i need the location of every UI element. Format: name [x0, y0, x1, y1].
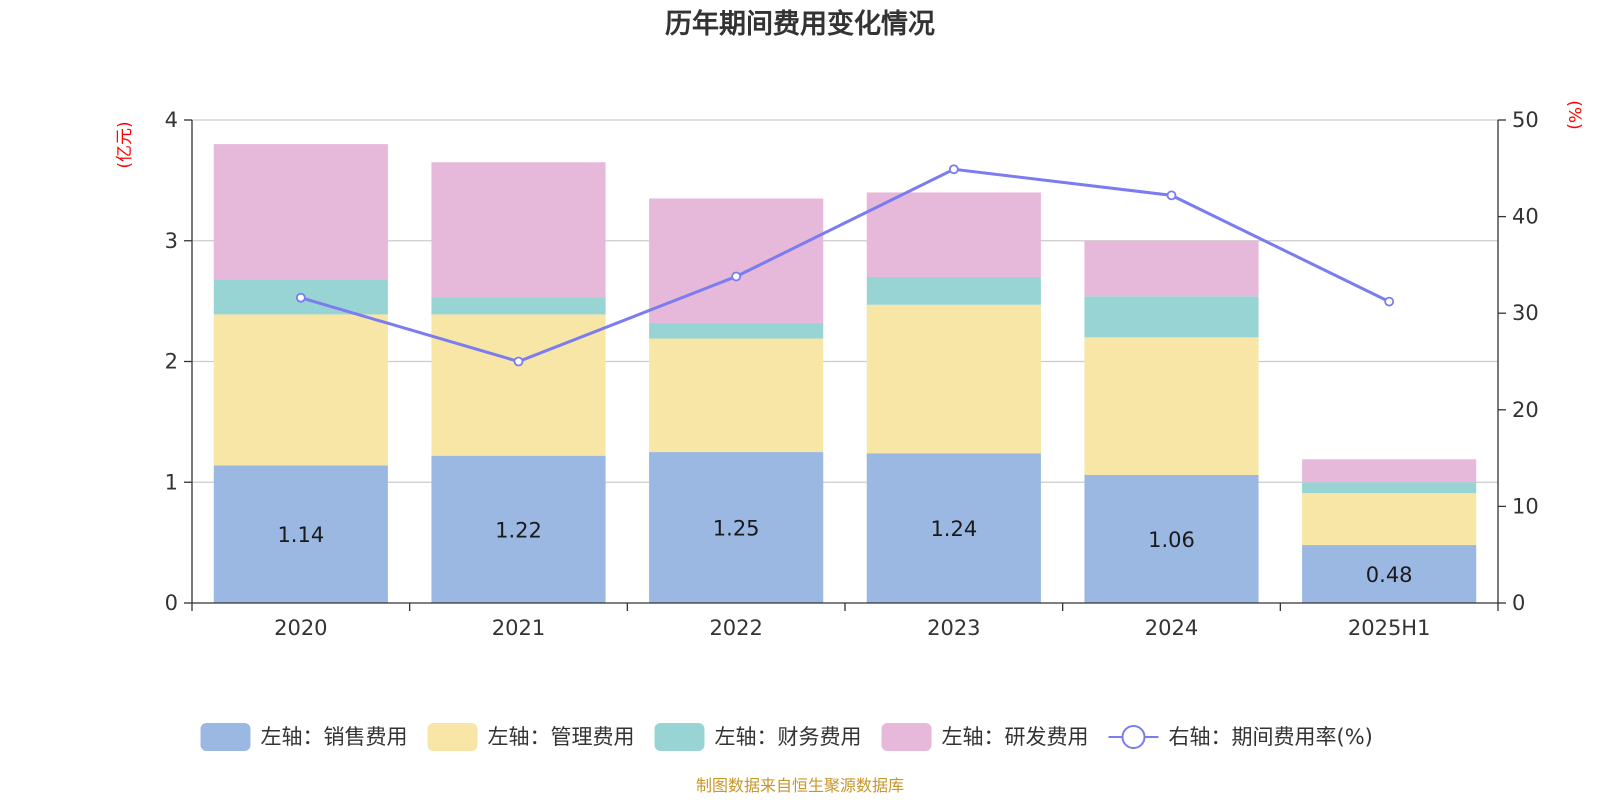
- bar-segment: [1302, 482, 1477, 494]
- bar-segment: [649, 322, 824, 339]
- legend-circle-marker: [1121, 725, 1146, 749]
- legend-label: 左轴：销售费用: [261, 725, 408, 749]
- bar-segment: [213, 144, 388, 280]
- bar-value-label: 1.14: [277, 523, 324, 547]
- bar-segment: [649, 452, 824, 603]
- bar-segment: [866, 304, 1041, 454]
- legend: 左轴：销售费用 左轴：管理费用 左轴：财务费用 左轴：研发费用 右轴：期间费用率(%): [200, 723, 1373, 751]
- bar-value-label: 1.25: [713, 517, 760, 541]
- right-tick-label: 50: [1512, 108, 1539, 132]
- right-tick-label: 10: [1512, 494, 1539, 518]
- rate-point: [948, 164, 959, 175]
- bar-segment: [1084, 240, 1259, 297]
- bar-segment: [431, 455, 606, 603]
- right-tick-label: 20: [1512, 398, 1539, 422]
- bar-segment: [866, 453, 1041, 603]
- bar-segment: [213, 465, 388, 603]
- x-tick-label: 2020: [274, 616, 327, 640]
- gridlines: [192, 119, 1498, 483]
- x-tick-label: 2024: [1145, 616, 1198, 640]
- left-tick-label: 1: [165, 470, 178, 494]
- bar-segment: [1302, 459, 1477, 483]
- right-tick-label: 40: [1512, 205, 1539, 229]
- right-tick-label: 30: [1512, 301, 1539, 325]
- bar-value-label: 1.24: [930, 517, 977, 541]
- line-series: [295, 164, 1395, 367]
- rate-point: [1166, 190, 1177, 201]
- source-note: 制图数据来自恒生聚源数据库: [696, 776, 904, 795]
- bar-segment: [649, 198, 824, 323]
- bar-series: [213, 144, 1477, 603]
- bar-segment: [213, 314, 388, 466]
- right-axis-unit: (%): [1564, 100, 1584, 129]
- legend-swatch: [654, 723, 705, 751]
- bar-segment: [649, 338, 824, 453]
- rate-point: [1384, 296, 1395, 307]
- bar-segment: [1302, 493, 1477, 546]
- x-tick-label: 2023: [927, 616, 980, 640]
- left-axis-unit: (亿元): [115, 121, 135, 168]
- legend-label: 左轴：财务费用: [715, 725, 862, 749]
- legend-label: 左轴：管理费用: [488, 725, 635, 749]
- bar-segment: [866, 192, 1041, 277]
- bar-segment: [866, 276, 1041, 305]
- bar-segment: [1084, 475, 1259, 603]
- left-tick-label: 0: [165, 591, 178, 615]
- left-tick-label: 3: [165, 229, 178, 253]
- legend-label: 左轴：研发费用: [942, 725, 1089, 749]
- x-tick-label: 2022: [709, 616, 762, 640]
- legend-swatch: [881, 723, 932, 751]
- bar-segment: [1302, 545, 1477, 603]
- bar-segment: [431, 314, 606, 456]
- left-tick-label: 4: [165, 108, 178, 132]
- bar-segment: [1084, 296, 1259, 338]
- rate-line: [300, 167, 1390, 364]
- bar-value-label: 1.22: [495, 518, 542, 542]
- bar-value-label: 0.48: [1366, 563, 1413, 587]
- rate-point: [731, 271, 742, 282]
- left-tick-label: 2: [165, 350, 178, 374]
- right-tick-label: 0: [1512, 591, 1525, 615]
- legend-swatch: [200, 723, 251, 751]
- chart-title: 历年期间费用变化情况: [665, 8, 935, 40]
- bar-segment: [1084, 337, 1259, 476]
- legend-label: 右轴：期间费用率(%): [1169, 725, 1373, 749]
- bar-segment: [431, 297, 606, 315]
- bar-segment: [431, 162, 606, 298]
- rate-point: [295, 292, 306, 303]
- x-tick-label: 2021: [492, 616, 545, 640]
- rate-point: [513, 356, 524, 367]
- x-tick-label: 2025H1: [1348, 616, 1431, 640]
- legend-swatch: [427, 723, 478, 751]
- data-labels: 1.14 1.22 1.25 1.24 1.06 0.48: [277, 517, 1412, 587]
- bar-value-label: 1.06: [1148, 528, 1195, 552]
